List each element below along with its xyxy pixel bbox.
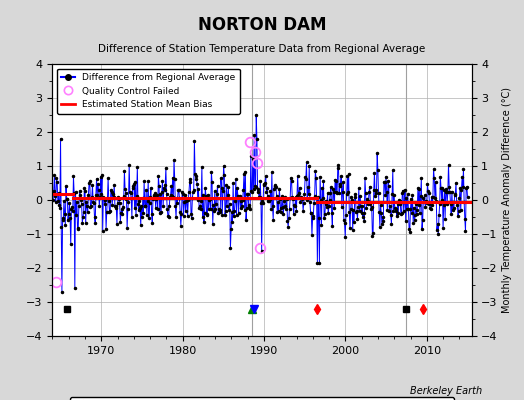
Text: NORTON DAM: NORTON DAM bbox=[198, 16, 326, 34]
Text: Difference of Station Temperature Data from Regional Average: Difference of Station Temperature Data f… bbox=[99, 44, 425, 54]
Text: Berkeley Earth: Berkeley Earth bbox=[410, 386, 482, 396]
Legend: Station Move, Record Gap, Time of Obs. Change, Empirical Break: Station Move, Record Gap, Time of Obs. C… bbox=[70, 397, 454, 400]
Y-axis label: Monthly Temperature Anomaly Difference (°C): Monthly Temperature Anomaly Difference (… bbox=[502, 87, 512, 313]
